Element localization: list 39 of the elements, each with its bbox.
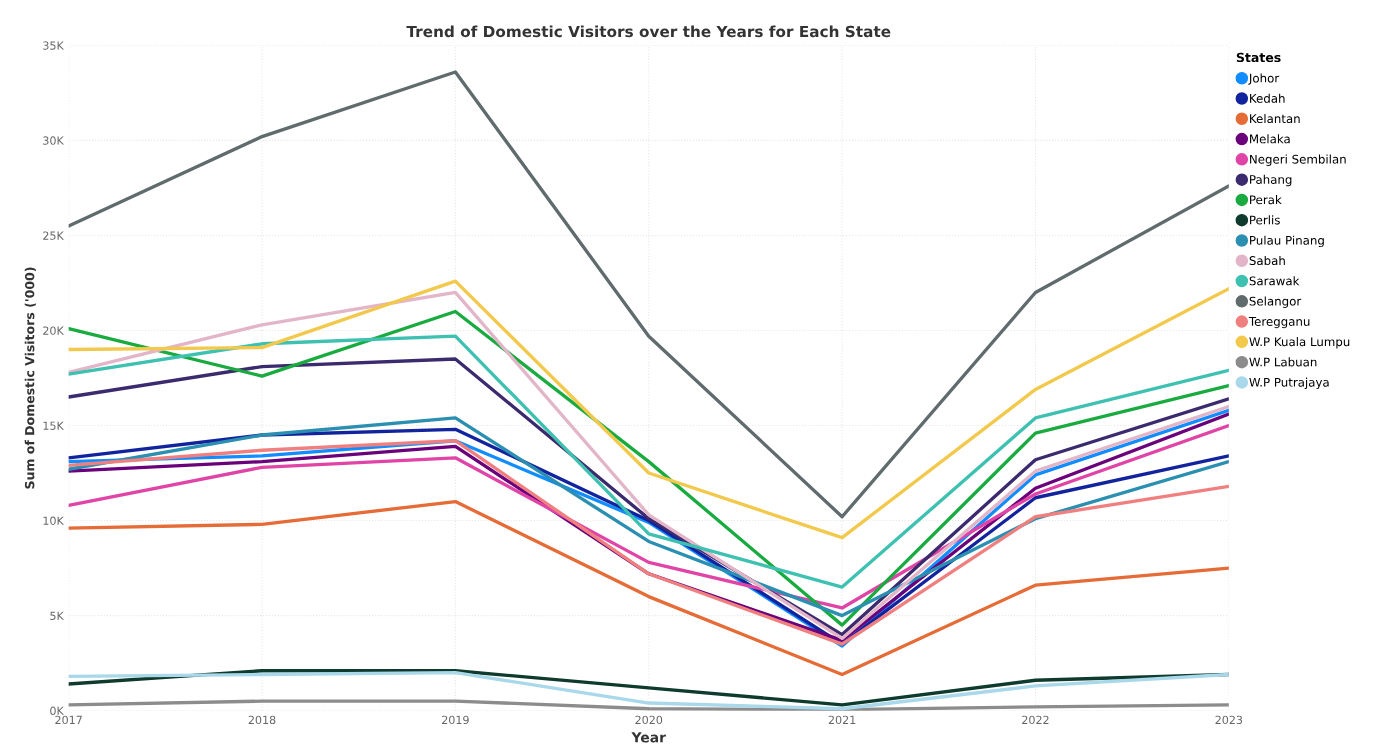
legend-label: Sarawak [1249,276,1300,286]
y-tick-label: 25K [43,231,65,240]
legend-label: Kelantan [1250,113,1300,124]
y-tick-label: 10K [43,516,65,525]
legend-label: Johor [1248,73,1280,85]
y-tick-label: 30K [43,136,65,145]
x-tick-label: 2022 [1022,715,1049,725]
y-tick-label: 20K [43,326,65,335]
legend-label: W.P Putrajaya [1249,377,1329,390]
legend-label: W.P Labuan [1249,357,1317,367]
y-axis-title: Sum of Domestic Visitors ('000) [24,267,36,489]
x-tick-label: 2023 [1215,715,1243,725]
x-tick-label: 2019 [442,715,469,725]
x-tick-label: 2018 [248,715,276,725]
legend-label: Melaka [1250,134,1290,144]
x-axis-title: Year [631,732,666,743]
y-tick-label: 35K [43,41,65,50]
legend-label: Perak [1250,195,1282,205]
line-series [68,499,1229,677]
legend-label: Pahang [1250,174,1292,187]
legend-label: Selangor [1249,296,1302,308]
chart-title: Trend of Domestic Visitors over the Years for Each State [406,25,891,38]
legend-title: States [1236,52,1281,63]
legend-label: Kedah [1250,93,1285,103]
line-series [68,279,1229,540]
y-tick-label: 5K [50,611,65,620]
legend-label: Teregganu [1248,317,1310,329]
legend-label: Sabah [1249,255,1285,266]
x-tick-label: 2020 [635,715,663,725]
legend-label: W.P Kuala Lumpu [1249,337,1350,349]
x-tick-label: 2021 [828,715,856,725]
legend-label: Pulau Pinang [1250,235,1324,248]
y-tick-label: 15K [43,421,65,430]
y-tick-label: 0K [50,706,65,716]
legend-label: Negeri Sembilan [1250,154,1346,166]
legend-label: Perlis [1250,215,1280,225]
line-series [68,70,1229,519]
x-tick-label: 2017 [55,715,82,725]
line-series [68,334,1229,589]
